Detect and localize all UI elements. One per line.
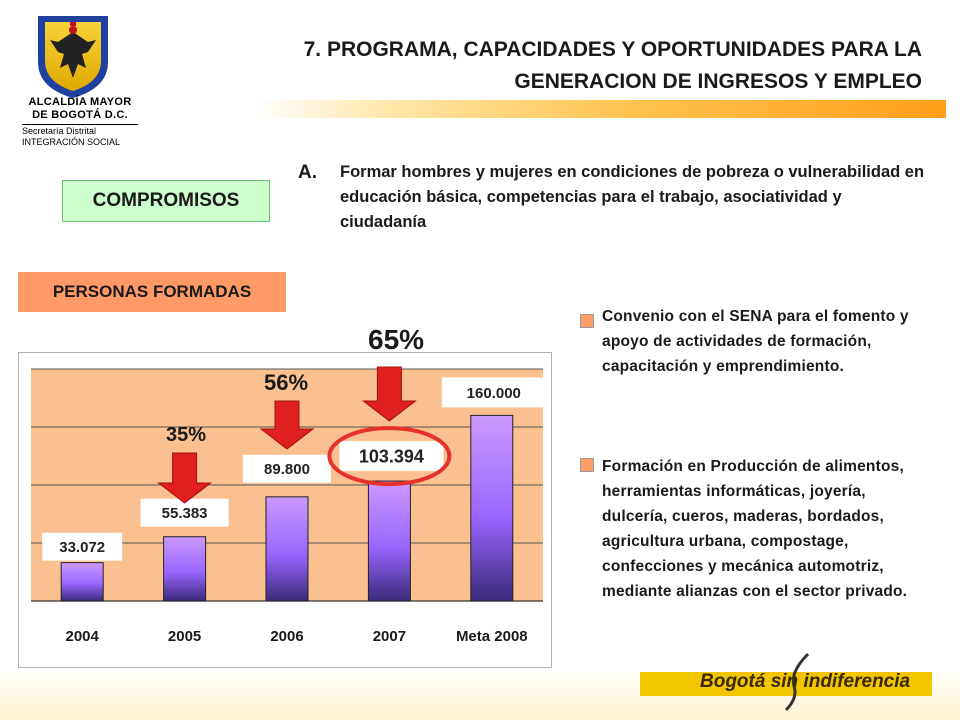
data-label: 160.000 bbox=[467, 385, 521, 402]
org-name-line2: DE BOGOTÁ D.C. bbox=[32, 109, 128, 121]
x-tick-label: 2006 bbox=[270, 628, 303, 645]
page-title: 7. PROGRAMA, CAPACIDADES Y OPORTUNIDADES… bbox=[190, 34, 922, 98]
bar-meta-2008 bbox=[470, 414, 514, 602]
slogan-swoosh-icon bbox=[784, 652, 810, 712]
org-name-line1: ALCALDÍA MAYOR bbox=[28, 96, 132, 108]
data-label: 55.383 bbox=[162, 505, 208, 522]
data-label: 89.800 bbox=[264, 461, 310, 478]
bar-2006 bbox=[265, 496, 309, 602]
bar-2005 bbox=[163, 536, 207, 602]
bar-2004 bbox=[60, 562, 104, 602]
x-tick-label: 2005 bbox=[168, 628, 201, 645]
data-label-box bbox=[42, 532, 123, 561]
highlight-ellipse bbox=[327, 426, 452, 487]
bar-chart: 2004 2005 2006 2007 Meta 2008 33.072 55.383 89.… bbox=[31, 366, 546, 645]
chart-frame: 2004 2005 2006 2007 Meta 2008 33.072 55.383 89.… bbox=[18, 352, 552, 668]
bar-2007 bbox=[367, 480, 411, 602]
org-divider bbox=[22, 124, 138, 125]
bogota-crest-logo bbox=[38, 16, 108, 98]
org-subname-line2: INTEGRACIÓN SOCIAL bbox=[22, 137, 121, 147]
org-subname: Secretaría Distrital INTEGRACIÓN SOCIAL bbox=[22, 126, 142, 148]
org-subname-line1: Secretaría Distrital bbox=[22, 126, 97, 136]
legend-text-2: Formación en Producción de alimentos, he… bbox=[602, 458, 908, 600]
page-title-line2: GENERACION DE INGRESOS Y EMPLEO bbox=[514, 70, 922, 93]
data-label-box bbox=[441, 377, 546, 408]
x-tick-label: Meta 2008 bbox=[456, 628, 528, 645]
org-name: ALCALDÍA MAYOR DE BOGOTÁ D.C. bbox=[20, 96, 140, 122]
footer-slogan: Bogotá sin indiferencia bbox=[700, 671, 911, 692]
data-label-box bbox=[243, 454, 331, 483]
commitment-letter: A. bbox=[298, 162, 317, 183]
data-label: 103.394 bbox=[359, 447, 424, 467]
data-label: 33.072 bbox=[59, 539, 105, 556]
arrow-down-icon bbox=[361, 366, 417, 422]
legend-swatch-1 bbox=[580, 314, 594, 328]
pct-annotation-2005: 35% bbox=[166, 424, 207, 446]
slogan-bar bbox=[640, 672, 932, 696]
section-label: PERSONAS FORMADAS bbox=[18, 272, 286, 312]
legend-text-1: Convenio con el SENA para el fomento y a… bbox=[602, 308, 909, 375]
title-underline-bar bbox=[256, 100, 946, 118]
pct-annotation-2007: 65% bbox=[368, 324, 425, 355]
compromisos-label: COMPROMISOS bbox=[62, 180, 270, 222]
arrow-down-icon bbox=[157, 452, 213, 504]
legend-swatch-2 bbox=[580, 458, 594, 472]
x-tick-label: 2004 bbox=[66, 628, 100, 645]
x-tick-label: 2007 bbox=[373, 628, 406, 645]
page-title-line1: 7. PROGRAMA, CAPACIDADES Y OPORTUNIDADES… bbox=[303, 38, 922, 61]
commitment-text: Formar hombres y mujeres en condiciones … bbox=[340, 163, 925, 231]
data-label-box bbox=[339, 441, 444, 472]
pct-annotation-2006: 56% bbox=[264, 370, 309, 395]
arrow-down-icon bbox=[259, 400, 315, 450]
